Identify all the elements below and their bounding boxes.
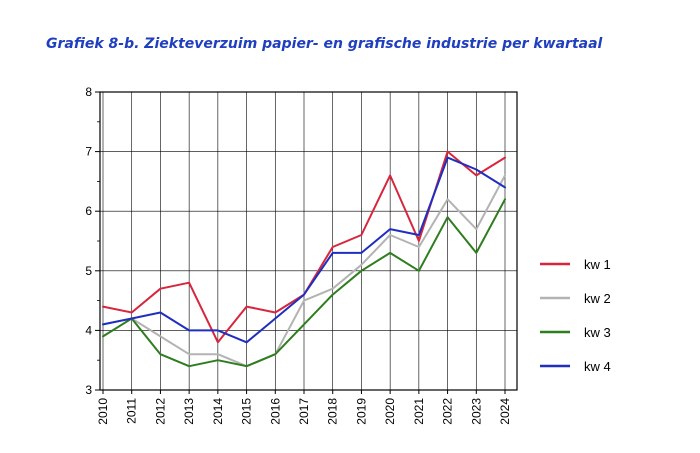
x-tick-label: 2022 [441, 398, 455, 425]
x-tick-label: 2015 [240, 398, 254, 425]
y-tick-label: 7 [85, 145, 92, 159]
legend: kw 1 kw 2 kw 3 kw 4 [540, 257, 611, 374]
series-line-kw-2 [102, 174, 506, 368]
plot-frame [99, 91, 518, 391]
chart-title: Grafiek 8-b. Ziekteverzuim papier- en gr… [46, 36, 603, 52]
x-tick-label: 2012 [153, 398, 167, 425]
y-tick-label: 5 [85, 264, 92, 278]
y-tick-label: 3 [85, 383, 92, 397]
y-tick-label: 4 [85, 323, 92, 337]
x-tick-label: 2018 [326, 398, 340, 425]
legend-label: kw 3 [584, 325, 611, 340]
x-tick-label: 2013 [182, 398, 196, 425]
x-tick-label: 2020 [383, 398, 397, 425]
axes: 2010 2011 2012 2013 2014 2015 2016 2017 2018 2019… [85, 85, 518, 425]
x-tick-label: 2010 [96, 398, 110, 425]
legend-label: kw 4 [584, 359, 611, 374]
series-lines [102, 150, 506, 368]
x-tick-label: 2019 [354, 398, 368, 425]
x-tick-label: 2011 [125, 398, 139, 424]
legend-label: kw 1 [584, 257, 611, 272]
x-tick-label: 2014 [211, 398, 225, 425]
series-line-kw-4 [102, 156, 506, 344]
y-tick-label: 8 [85, 85, 92, 99]
x-tick-label: 2021 [412, 398, 426, 425]
y-tick-label: 6 [85, 204, 92, 218]
x-tick-label: 2024 [498, 398, 512, 425]
x-tick-label: 2023 [469, 398, 483, 425]
legend-label: kw 2 [584, 291, 611, 306]
grid [100, 92, 517, 390]
x-tick-label: 2016 [268, 398, 282, 425]
x-tick-label: 2017 [297, 398, 311, 425]
series-line-kw-3 [102, 198, 506, 368]
